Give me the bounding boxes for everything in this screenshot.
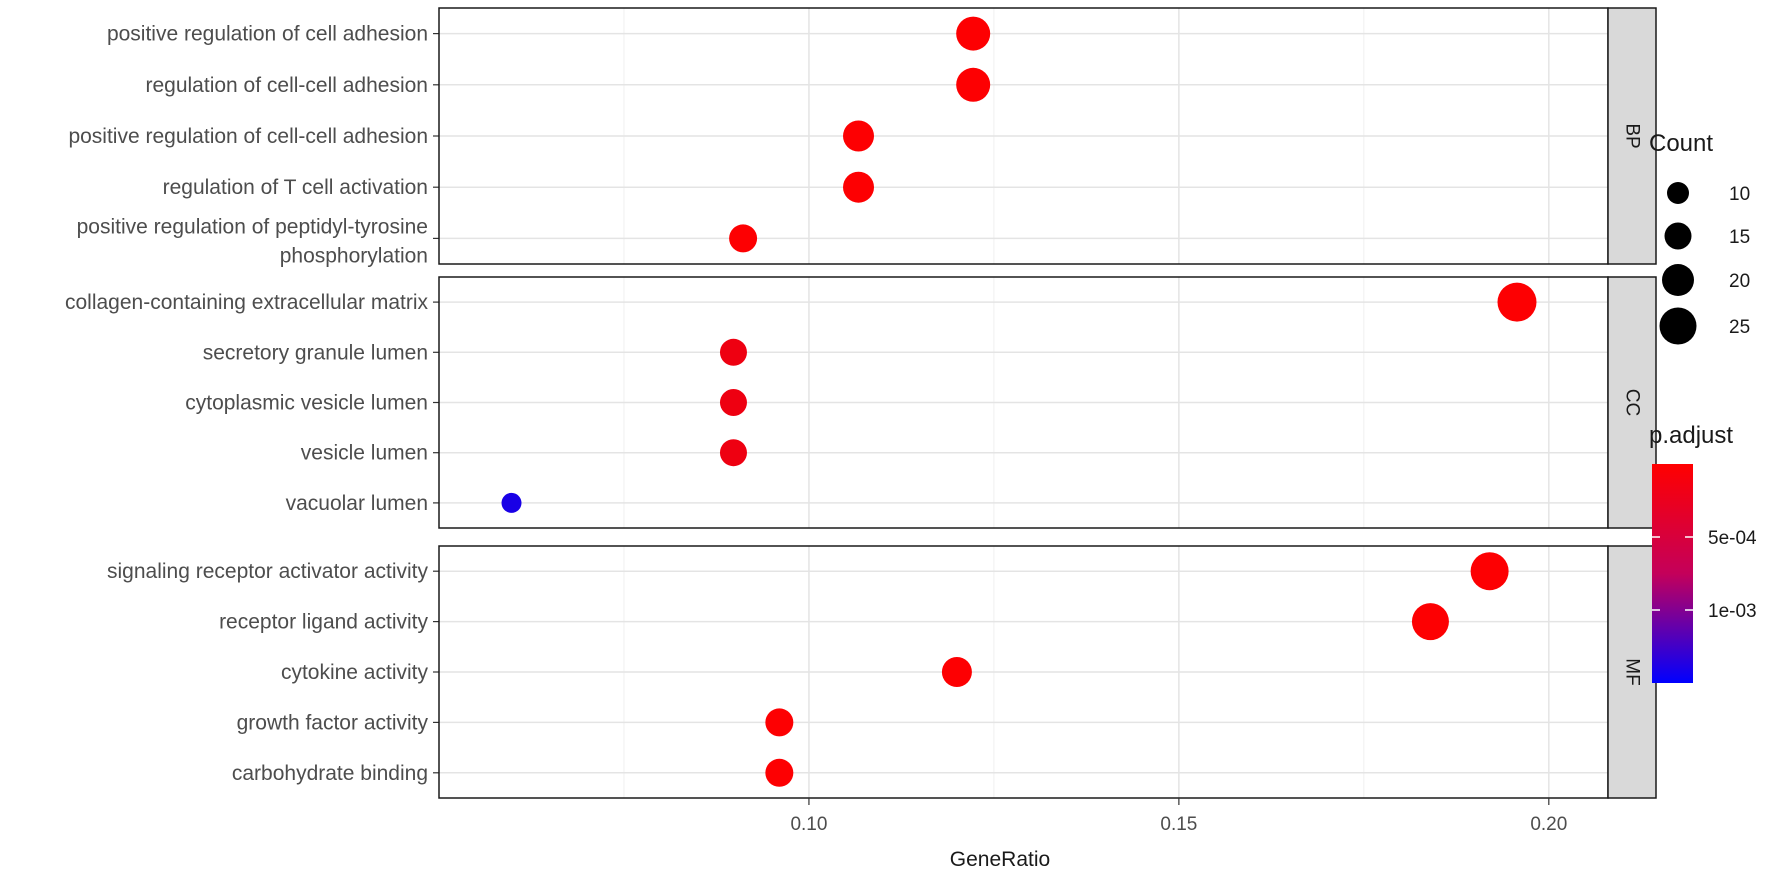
- term-label: vacuolar lumen: [286, 492, 428, 515]
- count-legend-title: Count: [1649, 130, 1713, 157]
- term-label: cytoplasmic vesicle lumen: [185, 392, 428, 415]
- data-point: [765, 758, 794, 787]
- term-label: signaling receptor activator activity: [107, 560, 428, 583]
- x-axis: 0.10 0.15 0.20: [790, 798, 1567, 835]
- count-legend-key: [1659, 307, 1697, 345]
- data-point: [729, 224, 758, 253]
- data-point: [1411, 603, 1449, 641]
- x-axis-title: GeneRatio: [950, 848, 1050, 871]
- data-point: [719, 338, 747, 366]
- p-adjust-legend: p.adjust 5e-04 1e-03: [1649, 422, 1757, 683]
- count-legend-key: [1662, 264, 1694, 296]
- term-label: positive regulation of cell adhesion: [107, 23, 428, 46]
- term-label: positive regulation of cell-cell adhesio…: [68, 125, 428, 148]
- facet-cc: collagen-containing extracellular matrix…: [65, 276, 1657, 529]
- term-label-line: positive regulation of peptidyl-tyrosine: [77, 215, 428, 238]
- colorbar-tick-label: 1e-03: [1708, 601, 1757, 622]
- data-point: [765, 708, 794, 737]
- data-point: [956, 16, 991, 51]
- facet-strip: [1607, 276, 1657, 529]
- term-label: vesicle lumen: [301, 442, 428, 465]
- data-point: [941, 657, 972, 687]
- data-point: [719, 439, 747, 467]
- facet-strip-label: CC: [1622, 389, 1643, 416]
- count-legend-label: 20: [1729, 271, 1750, 292]
- term-label: receptor ligand activity: [219, 611, 428, 634]
- p-adjust-legend-title: p.adjust: [1649, 422, 1733, 449]
- data-point: [1470, 552, 1509, 591]
- count-legend: Count 10 15 20 25: [1649, 130, 1750, 345]
- term-label: growth factor activity: [237, 711, 429, 734]
- term-label-line: phosphorylation: [280, 244, 428, 267]
- count-legend-label: 25: [1729, 317, 1750, 338]
- facet-strip: [1607, 545, 1657, 799]
- count-legend-label: 15: [1729, 227, 1750, 248]
- data-point: [843, 120, 875, 152]
- facet-strip-label: MF: [1622, 658, 1643, 685]
- facet-bp: positive regulation of cell adhesion regu…: [68, 7, 1657, 267]
- data-point: [1497, 282, 1537, 322]
- data-point: [956, 67, 991, 102]
- count-legend-key: [1664, 222, 1692, 250]
- count-legend-key: [1667, 182, 1689, 204]
- term-label: carbohydrate binding: [232, 762, 428, 785]
- term-label: collagen-containing extracellular matrix: [65, 291, 429, 314]
- term-label: cytokine activity: [281, 661, 429, 684]
- p-adjust-colorbar: [1652, 464, 1693, 683]
- x-tick-label: 0.10: [790, 814, 827, 835]
- data-point: [501, 492, 522, 513]
- facet-strip-label: BP: [1622, 123, 1643, 148]
- x-tick-label: 0.20: [1530, 814, 1567, 835]
- term-label: secretory granule lumen: [203, 341, 428, 364]
- facet-strip: [1607, 7, 1657, 265]
- data-point: [843, 171, 875, 203]
- count-legend-label: 10: [1729, 184, 1750, 205]
- term-label: regulation of cell-cell adhesion: [145, 74, 428, 97]
- term-label: regulation of T cell activation: [163, 176, 428, 199]
- term-label: positive regulation of peptidyl-tyrosine…: [77, 215, 428, 267]
- colorbar-tick-label: 5e-04: [1708, 528, 1757, 549]
- data-point: [719, 389, 747, 416]
- x-tick-label: 0.15: [1160, 814, 1197, 835]
- facet-panels: positive regulation of cell adhesion regu…: [65, 7, 1657, 799]
- facet-mf: signaling receptor activator activity rec…: [107, 545, 1657, 799]
